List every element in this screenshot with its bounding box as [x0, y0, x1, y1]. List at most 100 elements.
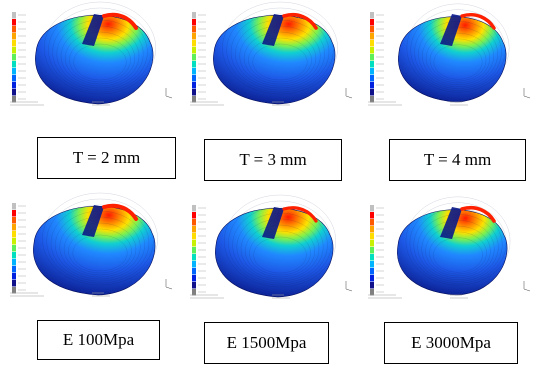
- legend-swatch: [370, 205, 374, 212]
- contour-line: [52, 13, 148, 91]
- legend-swatch: [370, 82, 374, 89]
- legend-swatch: [12, 68, 16, 75]
- legend-swatch: [370, 226, 374, 233]
- legend-swatch: [370, 40, 374, 47]
- legend-swatch: [12, 217, 16, 224]
- legend-swatch: [192, 54, 196, 61]
- legend-swatch: [12, 12, 16, 19]
- legend-swatch: [192, 12, 196, 19]
- hotspot: [102, 203, 138, 221]
- legend-swatch: [12, 75, 16, 82]
- contour-line: [48, 7, 152, 93]
- legend-swatch: [12, 33, 16, 40]
- axis-triad: [345, 288, 353, 292]
- contour-line: [433, 237, 483, 273]
- legend-swatch: [370, 89, 374, 96]
- legend-swatch: [192, 26, 196, 33]
- legend-swatch: [370, 268, 374, 275]
- contour-line: [433, 44, 483, 80]
- implant-body: [35, 14, 154, 105]
- contour-line: [409, 202, 507, 284]
- fea-contour-plot: [190, 1, 353, 106]
- legend-swatch: [12, 287, 16, 294]
- legend-swatch: [370, 219, 374, 226]
- axis-triad: [523, 288, 531, 292]
- legend-swatch: [370, 240, 374, 247]
- ridge: [82, 205, 104, 237]
- implant-body: [33, 205, 156, 296]
- fea-panel-e3000: [358, 193, 534, 301]
- legend-swatch: [12, 47, 16, 54]
- implant-body: [213, 14, 336, 105]
- legend-swatch: [12, 280, 16, 287]
- legend-swatch: [370, 75, 374, 82]
- contour-line: [73, 43, 127, 81]
- legend-swatch: [370, 61, 374, 68]
- contour-line: [429, 231, 487, 275]
- fea-contour-plot: [368, 3, 531, 106]
- legend-swatch: [370, 212, 374, 219]
- implant-body: [215, 207, 334, 298]
- contour-line: [226, 7, 334, 93]
- caption-e1500: E 1500Mpa: [204, 322, 329, 364]
- ridge: [440, 14, 462, 46]
- contour-line: [63, 222, 137, 276]
- legend-swatch: [12, 259, 16, 266]
- fea-contour-plot: [10, 1, 173, 106]
- legend-swatch: [370, 261, 374, 268]
- fea-panel-e1500: [180, 193, 356, 301]
- contour-line: [69, 37, 131, 83]
- axis-triad: [345, 95, 353, 99]
- contour-line: [410, 9, 506, 91]
- contour-line: [406, 3, 510, 93]
- legend-swatch: [370, 289, 374, 296]
- legend-swatch: [12, 54, 16, 61]
- implant-body: [397, 209, 508, 296]
- legend-swatch: [192, 75, 196, 82]
- ridge: [440, 207, 462, 239]
- legend-swatch: [192, 226, 196, 233]
- legend-swatch: [370, 26, 374, 33]
- fea-contour-plot: [10, 192, 173, 297]
- contour-line: [223, 194, 337, 288]
- legend-swatch: [192, 82, 196, 89]
- legend-swatch: [12, 26, 16, 33]
- contour-line: [249, 230, 311, 276]
- legend-swatch: [192, 233, 196, 240]
- contour-line: [42, 192, 158, 286]
- ridge: [262, 207, 284, 239]
- legend-swatch: [370, 247, 374, 254]
- fea-panel-t2: [0, 0, 176, 108]
- legend-swatch: [12, 238, 16, 245]
- caption-t4: T = 4 mm: [389, 139, 526, 181]
- legend-swatch: [192, 61, 196, 68]
- legend-swatch: [192, 96, 196, 103]
- legend-swatch: [192, 282, 196, 289]
- legend-swatch: [192, 33, 196, 40]
- legend-swatch: [370, 233, 374, 240]
- hotspot: [282, 12, 318, 30]
- contour-line: [230, 13, 330, 91]
- legend-swatch: [12, 203, 16, 210]
- legend-swatch: [12, 273, 16, 280]
- fea-panel-t4: [358, 0, 534, 108]
- legend-swatch: [370, 54, 374, 61]
- legend-swatch: [370, 19, 374, 26]
- legend-swatch: [192, 247, 196, 254]
- contour-line: [252, 43, 308, 81]
- contour-line: [72, 234, 128, 272]
- legend-swatch: [192, 205, 196, 212]
- legend-swatch: [192, 275, 196, 282]
- legend-swatch: [370, 275, 374, 282]
- contour-line: [425, 225, 491, 277]
- contour-line: [243, 31, 317, 85]
- caption-t3: T = 3 mm: [204, 139, 342, 181]
- contour-line: [64, 31, 136, 85]
- legend-swatch: [192, 19, 196, 26]
- legend-swatch: [12, 82, 16, 89]
- legend-swatch: [12, 61, 16, 68]
- legend-swatch: [12, 252, 16, 259]
- contour-line: [222, 1, 338, 95]
- hotspot: [282, 206, 318, 223]
- legend-swatch: [12, 40, 16, 47]
